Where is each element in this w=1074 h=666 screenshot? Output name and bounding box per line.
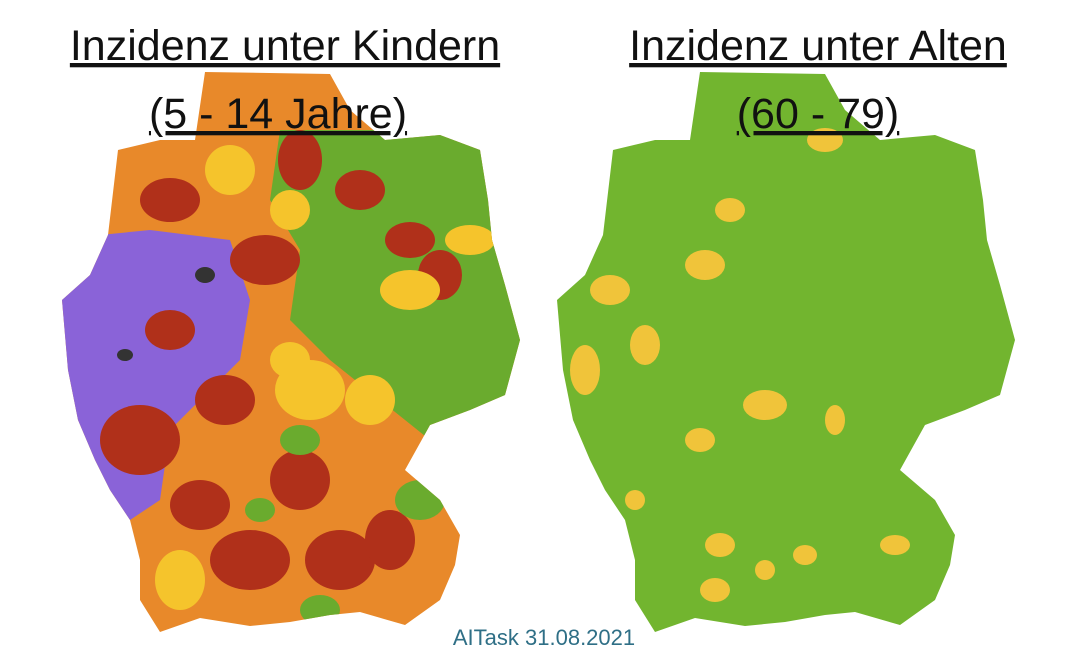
map-elderly: [557, 72, 1015, 632]
map-subtitle: (60 - 79): [737, 90, 900, 138]
map-children: [62, 72, 520, 632]
credit: AITask 31.08.2021: [453, 625, 635, 650]
map-title: Inzidenz unter Alten: [629, 22, 1007, 70]
header: Inzidenz unter Kindern (5 - 14 Jahre) In…: [70, 22, 1007, 138]
map-subtitle: (5 - 14 Jahre): [149, 90, 407, 138]
map-title: Inzidenz unter Kindern: [70, 22, 500, 70]
